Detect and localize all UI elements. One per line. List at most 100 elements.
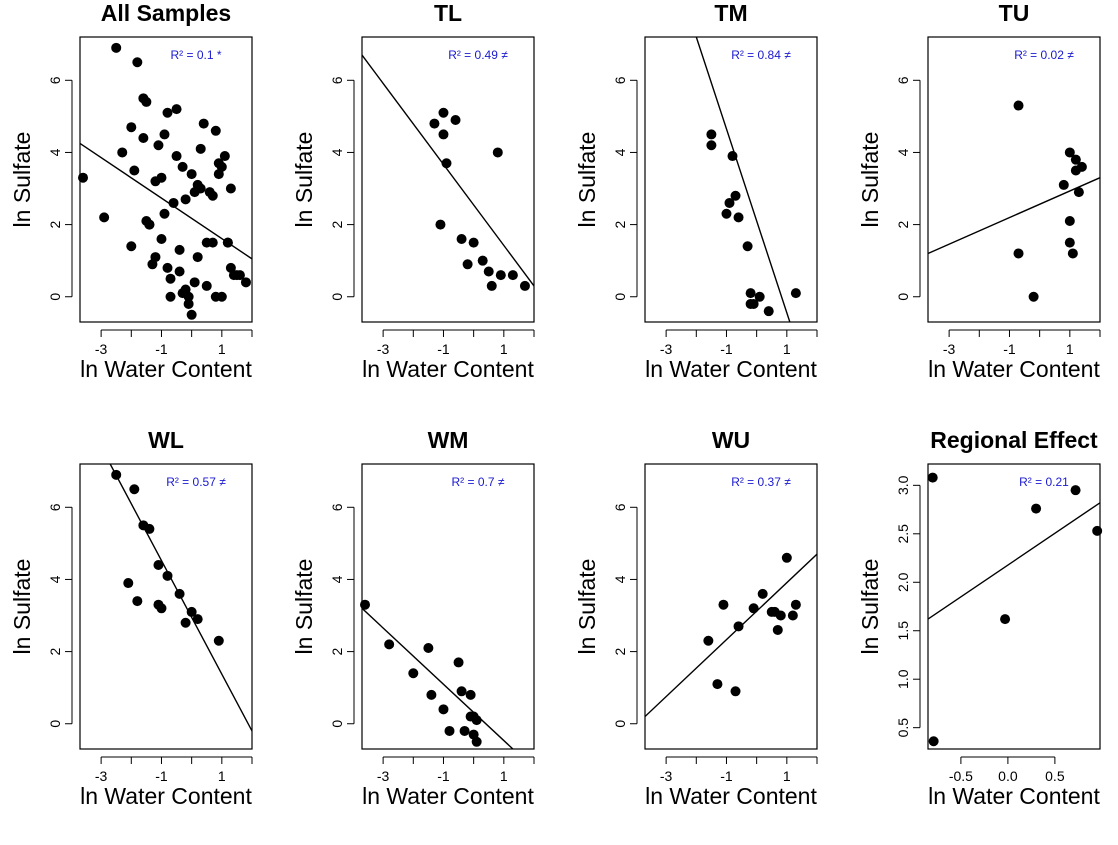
data-point <box>1013 248 1024 259</box>
r-squared-annotation: R² = 0.02 ≠ <box>1014 48 1074 62</box>
regression-line <box>80 142 252 260</box>
data-point <box>733 212 744 223</box>
data-point <box>210 291 221 302</box>
y-tick-label: 0 <box>612 293 628 301</box>
data-point <box>165 273 176 284</box>
data-point <box>772 624 783 635</box>
y-tick-label: 2 <box>612 647 628 655</box>
data-point <box>213 635 224 646</box>
y-axis-label: ln Sulfate <box>857 559 883 655</box>
x-axis-label: ln Water Content <box>645 783 817 809</box>
data-point <box>192 252 203 263</box>
data-point <box>435 219 446 230</box>
x-axis-label: ln Water Content <box>362 356 534 382</box>
x-tick-label: -3 <box>95 341 108 357</box>
data-point <box>724 197 735 208</box>
r-squared-annotation: R² = 0.37 ≠ <box>731 475 791 489</box>
data-point <box>153 140 164 151</box>
data-point <box>165 291 176 302</box>
x-tick-label: -3 <box>660 341 673 357</box>
data-point <box>718 599 729 610</box>
y-tick-label: 6 <box>895 76 911 84</box>
data-point <box>471 715 482 726</box>
regression-line <box>928 502 1100 620</box>
r-squared-annotation: R² = 0.7 ≠ <box>452 475 505 489</box>
data-point <box>441 158 452 169</box>
x-tick-label: 0.5 <box>1045 768 1065 784</box>
panel-8: Regional Effect -0.5 0.0 0.5 0.5 1.0 1.5 2.0 2.5… <box>857 427 1103 809</box>
data-point <box>727 151 738 162</box>
y-tick-label: 6 <box>612 76 628 84</box>
x-tick-label: -1 <box>720 768 733 784</box>
data-point <box>1064 147 1075 158</box>
x-tick-label: 1 <box>1066 341 1074 357</box>
y-tick-label: 3.0 <box>895 475 911 495</box>
data-point <box>748 603 759 614</box>
y-tick-label: 4 <box>47 148 63 156</box>
data-point <box>132 57 143 68</box>
data-point <box>1064 215 1075 226</box>
data-point <box>186 606 197 617</box>
plot-frame <box>361 36 535 323</box>
data-point <box>492 147 503 158</box>
data-point <box>138 133 149 144</box>
data-point <box>129 165 140 176</box>
data-point <box>168 197 179 208</box>
panel-title: WU <box>712 427 750 453</box>
panel-title: WM <box>428 427 469 453</box>
y-tick-label: 4 <box>329 148 345 156</box>
data-point <box>189 277 200 288</box>
y-tick-label: 2 <box>47 220 63 228</box>
plot-frame <box>927 36 1101 323</box>
panel-1: All Samples -3 -1 1 0 2 4 6 ln Water Content ln S… <box>9 0 253 382</box>
data-point <box>781 552 792 563</box>
data-point <box>174 244 185 255</box>
data-point <box>198 118 209 129</box>
data-point <box>201 280 212 291</box>
data-point <box>1070 485 1081 496</box>
y-axis-label: ln Sulfate <box>574 559 600 655</box>
data-point <box>153 560 164 571</box>
data-point <box>426 689 437 700</box>
y-tick-label: 6 <box>612 503 628 511</box>
data-point <box>78 172 89 183</box>
data-point <box>706 140 717 151</box>
y-tick-label: 0 <box>47 293 63 301</box>
data-point <box>790 288 801 299</box>
x-axis-label: ln Water Content <box>928 356 1100 382</box>
regression-line <box>362 54 534 287</box>
data-point <box>477 255 488 266</box>
data-point <box>790 599 801 610</box>
y-tick-label: 0 <box>47 720 63 728</box>
data-point <box>721 208 732 219</box>
data-point <box>706 129 717 140</box>
x-tick-label: -3 <box>377 341 390 357</box>
data-point <box>201 237 212 248</box>
data-point <box>162 107 173 118</box>
data-point <box>787 610 798 621</box>
y-axis-label: ln Sulfate <box>291 559 317 655</box>
data-point <box>471 736 482 747</box>
y-axis-label: ln Sulfate <box>857 132 883 228</box>
y-tick-label: 2 <box>895 220 911 228</box>
data-point <box>1013 100 1024 111</box>
y-tick-label: 6 <box>47 503 63 511</box>
r-squared-annotation: R² = 0.1 * <box>170 48 221 62</box>
data-point <box>486 280 497 291</box>
data-point <box>177 288 188 299</box>
data-point <box>195 143 206 154</box>
data-point <box>483 266 494 277</box>
x-tick-label: -1 <box>437 768 450 784</box>
panel-title: TU <box>999 0 1030 26</box>
data-point <box>1092 525 1103 536</box>
data-point <box>733 621 744 632</box>
data-point <box>927 472 938 483</box>
plot-frame <box>644 36 818 323</box>
data-point <box>177 161 188 172</box>
panel-2: TL -3 -1 1 0 2 4 6 ln Water Content ln Sulfate R² … <box>291 0 535 382</box>
data-point <box>438 107 449 118</box>
data-point <box>180 617 191 628</box>
regression-line <box>362 607 514 749</box>
data-point <box>1031 503 1042 514</box>
regression-line <box>928 177 1100 255</box>
